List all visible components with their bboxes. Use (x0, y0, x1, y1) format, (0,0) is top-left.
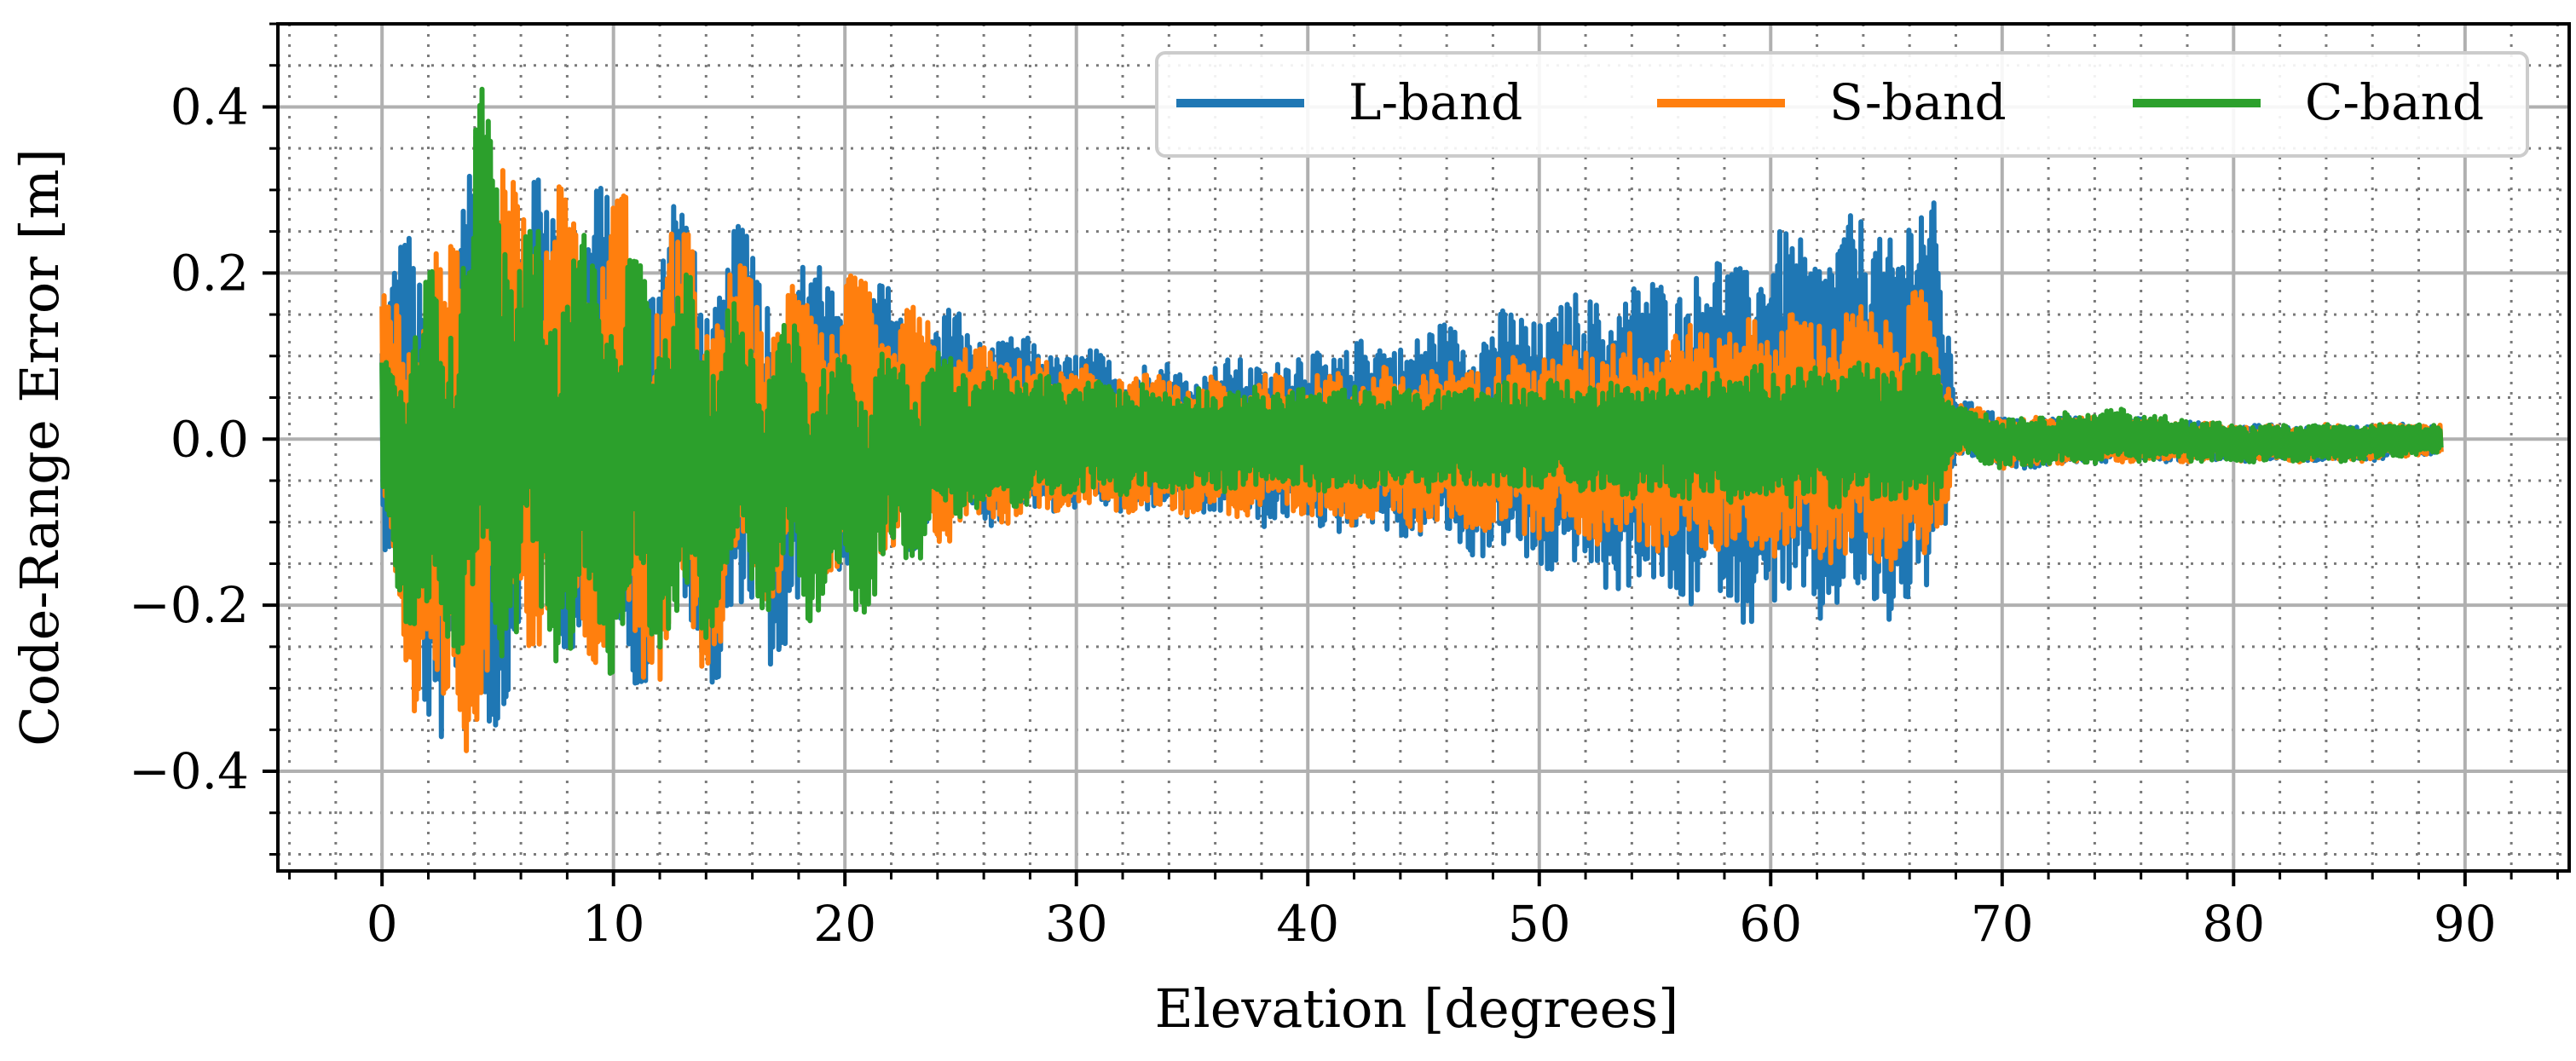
plot-area (379, 86, 2444, 753)
y-tick-label: 0.4 (170, 78, 249, 136)
x-tick-label: 50 (1508, 895, 1571, 953)
x-tick-label: 0 (367, 895, 398, 953)
tick-labels: 0 10 20 30 40 50 60 70 80 90 0.4 0.2 0.0 −0.2 −0.4 (129, 78, 2497, 953)
x-tick-label: 60 (1739, 895, 1802, 953)
x-tick-label: 80 (2202, 895, 2265, 953)
x-tick-label: 70 (1971, 895, 2034, 953)
x-tick-label: 90 (2434, 895, 2497, 953)
y-tick-label: −0.2 (129, 576, 249, 634)
legend-label-c-band: C-band (2305, 73, 2484, 131)
legend: L-band S-band C-band (1155, 51, 2529, 158)
x-tick-label: 20 (813, 895, 876, 953)
series-line-c-band (379, 86, 2444, 676)
y-tick-label: 0.2 (170, 244, 249, 302)
y-tick-label: 0.0 (170, 410, 249, 468)
x-tick-label: 30 (1045, 895, 1108, 953)
x-tick-label: 10 (582, 895, 645, 953)
grid (278, 22, 2569, 871)
x-tick-label: 40 (1276, 895, 1339, 953)
y-axis-label: Code-Range Error [m] (9, 148, 71, 747)
legend-label-s-band: S-band (1829, 73, 2007, 131)
series-layer (379, 86, 2444, 753)
axis-ticks (263, 22, 2559, 886)
y-tick-label: −0.4 (129, 742, 249, 800)
legend-label-l-band: L-band (1349, 73, 1522, 131)
x-axis-label: Elevation [degrees] (1155, 977, 1679, 1040)
plot-frame (276, 22, 2571, 873)
legend-box (1155, 51, 2529, 158)
